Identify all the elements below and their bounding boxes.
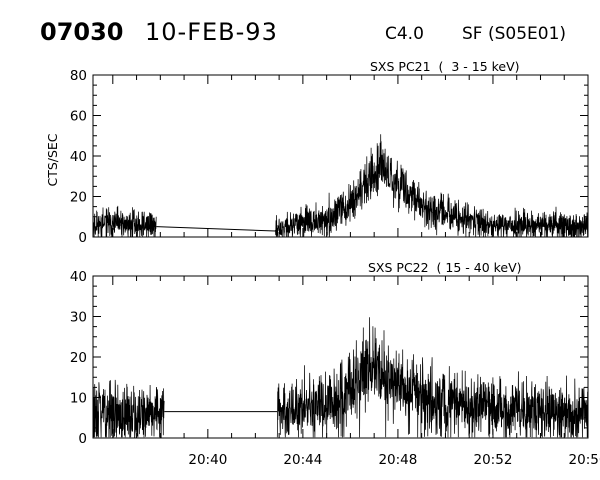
panel-top-gap-line: [156, 226, 276, 232]
y-tick-label: 10: [70, 391, 87, 407]
x-tick-label: 20:40: [188, 452, 227, 468]
x-tick-label: 20:44: [283, 452, 322, 468]
y-tick-label: 0: [78, 230, 87, 246]
panel-bottom: SXS PC22 ( 15 - 40 keV) 0 10 20 30 40 20:40 20…: [70, 260, 600, 468]
x-tick-label: 20:56: [569, 452, 600, 468]
event-id: 07030: [40, 18, 124, 46]
panel-top-trace: [92, 134, 589, 238]
event-date: 10-FEB-93: [145, 18, 278, 46]
panel-bottom-trace: [92, 317, 589, 438]
panel-top-title: SXS PC21 ( 3 - 15 keV): [370, 59, 520, 74]
goes-class: C4.0: [385, 24, 424, 44]
x-tick-label: 20:48: [378, 452, 417, 468]
panel-top-ticks: 0 20 40 60 80: [70, 68, 589, 246]
y-tick-label: 20: [70, 350, 87, 366]
panel-bottom-title: SXS PC22 ( 15 - 40 keV): [368, 260, 522, 275]
panel-top-ylabel: CTS/SEC: [45, 133, 60, 186]
x-tick-label: 20:52: [474, 452, 513, 468]
y-tick-label: 60: [70, 109, 87, 125]
y-tick-label: 30: [70, 310, 87, 326]
y-tick-label: 80: [70, 68, 87, 84]
y-tick-label: 40: [70, 149, 87, 165]
y-tick-label: 20: [70, 190, 87, 206]
panel-bottom-ticks: 0 10 20 30 40 20:40 20:44 20:48 20:52 20:56: [70, 269, 600, 468]
panel-top: SXS PC21 ( 3 - 15 keV) CTS/SEC 0 20 40 60 80: [45, 59, 589, 246]
y-tick-label: 0: [78, 431, 87, 447]
flare-location: SF (S05E01): [462, 24, 566, 44]
y-tick-label: 40: [70, 269, 87, 285]
